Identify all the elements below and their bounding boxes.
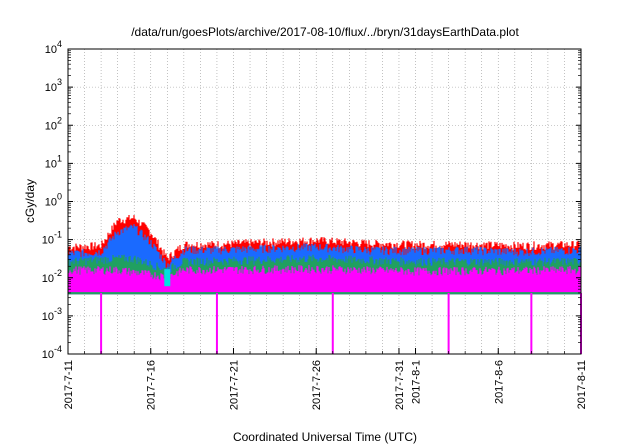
series-line [68,265,581,293]
grid [68,49,581,354]
chart-title: /data/run/goesPlots/archive/2017-08-10/f… [131,25,519,39]
y-axis-title: cGy/day [23,179,37,223]
x-tick-label: 2017-8-1 [411,360,423,404]
y-tick-label: 10-4 [42,344,62,361]
y-tick-label: 10-1 [42,230,62,247]
series-band [68,265,582,354]
x-tick-label: 2017-7-16 [146,360,158,410]
series-layer [68,215,582,354]
y-tick-label: 103 [45,77,62,94]
series-mark [164,269,171,287]
x-tick-label: 2017-7-31 [394,360,406,410]
x-tick-label: 2017-7-21 [228,360,240,410]
x-axis: 2017-7-11 2017-7-16 2017-7-21 2017-7-26 2017… [63,348,588,410]
x-tick-label: 2017-7-26 [311,360,323,410]
x-axis-title: Coordinated Universal Time (UTC) [233,430,417,444]
x-tick-label: 2017-7-11 [63,360,75,409]
x-tick-label: 2017-8-11 [576,360,588,409]
y-tick-label: 101 [45,153,62,170]
y-tick-label: 10-2 [42,268,62,285]
y-tick-label: 102 [45,115,62,132]
plot-frame [67,48,582,355]
series-band [164,269,171,287]
y-tick-label: 104 [45,39,62,56]
x-tick-label: 2017-8-6 [493,360,505,404]
y-tick-label: 100 [45,192,62,209]
y-tick-label: 10-3 [42,306,62,323]
